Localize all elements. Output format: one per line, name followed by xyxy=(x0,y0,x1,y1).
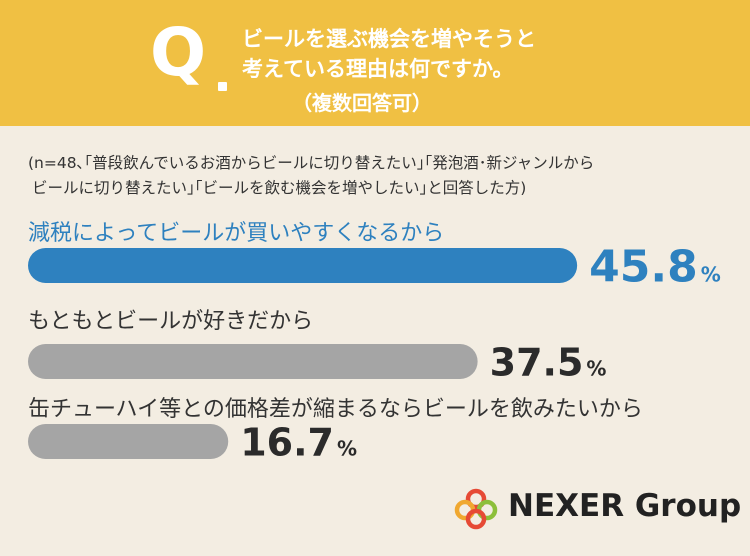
category-label: もともとビールが好きだから xyxy=(28,309,313,334)
question-mark-dot xyxy=(218,82,227,91)
category-label: 減税によってビールが買いやすくなるから xyxy=(28,221,444,246)
bar-chart: 減税によってビールが買いやすくなるから 45.8 % もともとビールが好きだから 37.… xyxy=(28,221,721,465)
question-mark: Q xyxy=(150,14,207,91)
data-label: 37.5% xyxy=(490,341,607,385)
bar xyxy=(28,424,229,459)
nexer-logo: NEXER Group xyxy=(450,486,741,530)
logo-text: NEXER Group xyxy=(508,488,742,524)
nexer-logo-icon xyxy=(454,488,498,530)
question-line-1: ビールを選ぶ機会を増やそうと xyxy=(242,27,536,51)
bar xyxy=(28,344,478,379)
question-header: Q ビールを選ぶ機会を増やそうと 考えている理由は何ですか。 （複数回答可） xyxy=(0,0,750,126)
sample-note-line-2: ビールに切り替えたい｣｢ビールを飲む機会を増やしたい｣と回答した方) xyxy=(32,179,527,197)
data-label: 16.7% xyxy=(240,421,357,465)
bar xyxy=(28,248,578,283)
category-label: 缶チューハイ等との価格差が縮まるならビールを飲みたいから xyxy=(28,397,643,422)
question-note: （複数回答可） xyxy=(292,91,432,115)
data-label: 45.8% xyxy=(589,242,721,293)
question-line-2: 考えている理由は何ですか。 xyxy=(242,57,514,81)
sample-note-line-1: (n=48､｢普段飲んでいるお酒からビールに切り替えたい｣｢発泡酒･新ジャンルか… xyxy=(28,154,595,172)
